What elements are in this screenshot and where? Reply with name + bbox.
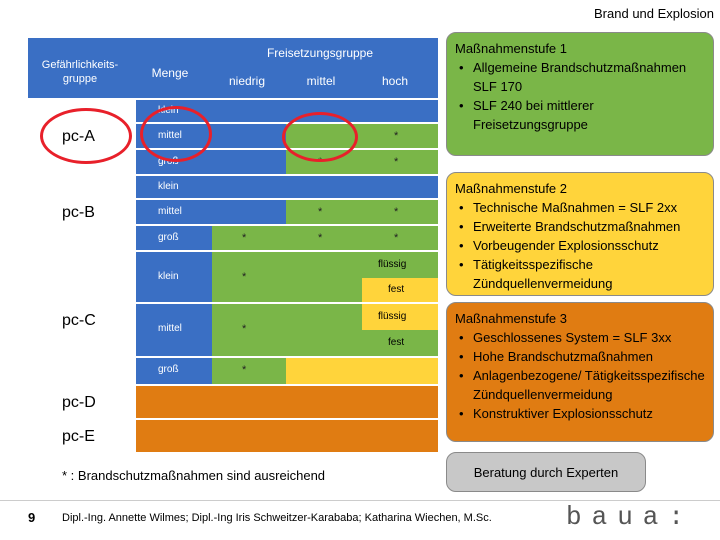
star-b-gross-mittel: *: [318, 232, 323, 244]
stage-1-item: Allgemeine Brandschutzmaßnahmen SLF 170: [459, 58, 705, 96]
col-mittel: mittel: [306, 74, 336, 88]
release-header: Freisetzungsgruppe: [266, 46, 374, 60]
stage-2-item: Tätigkeitsspezifische Zündquellenvermeid…: [459, 255, 705, 293]
star-c-gross-niedrig: *: [242, 364, 247, 376]
row-b-gross-label: groß: [158, 232, 179, 243]
stage-3-item: Anlagenbezogene/ Tätigkeitsspezifische Z…: [459, 366, 705, 404]
stage-3-box: Maßnahmenstufe 3 Geschlossenes System = …: [446, 302, 714, 442]
star-a-gross-mittel: *: [318, 156, 323, 168]
row-c-mittel-hoch-liquid: [362, 304, 438, 330]
group-pc-b: pc-B: [62, 204, 95, 221]
highlight-circle-pc-a: [40, 108, 132, 164]
row-c-klein-mid: [212, 252, 362, 302]
highlight-circle-mittel-size: [140, 106, 212, 162]
table-header: [28, 38, 438, 98]
amount-header: Menge: [151, 66, 189, 80]
state-c-klein-liquid: flüssig: [378, 259, 407, 270]
row-b-klein-label: klein: [158, 181, 179, 192]
stage-1-item: SLF 240 bei mittlerer Freisetzungsgruppe: [459, 96, 705, 134]
row-c-mittel-mid: [212, 304, 362, 356]
row-c-gross-mid: [286, 358, 438, 384]
row-b-klein: [136, 176, 438, 198]
star-b-mittel-hoch: *: [394, 206, 399, 218]
stage-3-item: Hohe Brandschutzmaßnahmen: [459, 347, 705, 366]
row-b-mittel: [136, 200, 286, 224]
row-c-mittel: [136, 304, 212, 356]
baua-logo: baua:: [566, 502, 695, 532]
expert-box: Beratung durch Experten: [446, 452, 646, 492]
col-niedrig: niedrig: [228, 74, 266, 88]
star-b-gross-hoch: *: [394, 232, 399, 244]
state-c-mittel-liquid: flüssig: [378, 311, 407, 322]
highlight-circle-mittel-release: [282, 112, 358, 162]
stage-3-item: Geschlossenes System = SLF 3xx: [459, 328, 705, 347]
stage-3-item: Konstruktiver Explosionsschutz: [459, 404, 705, 423]
stage-2-item: Technische Maßnahmen = SLF 2xx: [459, 198, 705, 217]
row-b-mittel-label: mittel: [158, 206, 182, 217]
group-header: Gefährlichkeits-gruppe: [41, 59, 119, 85]
col-hoch: hoch: [381, 74, 409, 88]
star-b-gross-niedrig: *: [242, 232, 247, 244]
row-c-gross-low: [212, 358, 286, 384]
stage-3-title: Maßnahmenstufe 3: [455, 311, 568, 326]
row-b-gross-mid: [212, 226, 438, 250]
row-c-klein-hoch-solid: [362, 278, 438, 302]
star-a-gross-hoch: *: [394, 156, 399, 168]
row-c-gross: [136, 358, 212, 384]
row-c-klein-label: klein: [158, 271, 179, 282]
row-c-gross-label: groß: [158, 364, 179, 375]
footer-divider: [0, 500, 720, 501]
page-number: 9: [28, 510, 36, 525]
row-c-mittel-label: mittel: [158, 323, 182, 334]
stage-1-box: Maßnahmenstufe 1 Allgemeine Brandschutzm…: [446, 32, 714, 156]
group-pc-e: pc-E: [62, 428, 95, 445]
row-d: [136, 386, 438, 418]
star-a-mittel-hoch: *: [394, 130, 399, 142]
row-b-gross: [136, 226, 212, 250]
stage-2-title: Maßnahmenstufe 2: [455, 181, 568, 196]
stage-2-item: Erweiterte Brandschutzmaßnahmen: [459, 217, 705, 236]
stage-2-item: Vorbeugender Explosionsschutz: [459, 236, 705, 255]
group-pc-d: pc-D: [62, 394, 96, 411]
row-e: [136, 420, 438, 452]
star-b-mittel-mittel: *: [318, 206, 323, 218]
row-c-mittel-hoch-solid: [362, 330, 438, 356]
group-pc-c: pc-C: [62, 312, 96, 329]
state-c-klein-solid: fest: [388, 284, 405, 295]
page-title: Brand und Explosion: [594, 6, 714, 21]
stage-2-box: Maßnahmenstufe 2 Technische Maßnahmen = …: [446, 172, 714, 296]
footnote: * : Brandschutzmaßnahmen sind ausreichen…: [62, 468, 326, 483]
stage-1-title: Maßnahmenstufe 1: [455, 41, 568, 56]
footer-authors: Dipl.-Ing. Annette Wilmes; Dipl.-Ing Iri…: [62, 512, 492, 524]
star-c-klein-niedrig: *: [242, 271, 247, 283]
row-c-klein: [136, 252, 212, 302]
row-c-klein-hoch-liquid: [362, 252, 438, 278]
star-c-mittel-niedrig: *: [242, 323, 247, 335]
row-b-mittel-mid: [286, 200, 438, 224]
row-a-klein: [136, 100, 438, 122]
state-c-mittel-solid: fest: [388, 337, 405, 348]
